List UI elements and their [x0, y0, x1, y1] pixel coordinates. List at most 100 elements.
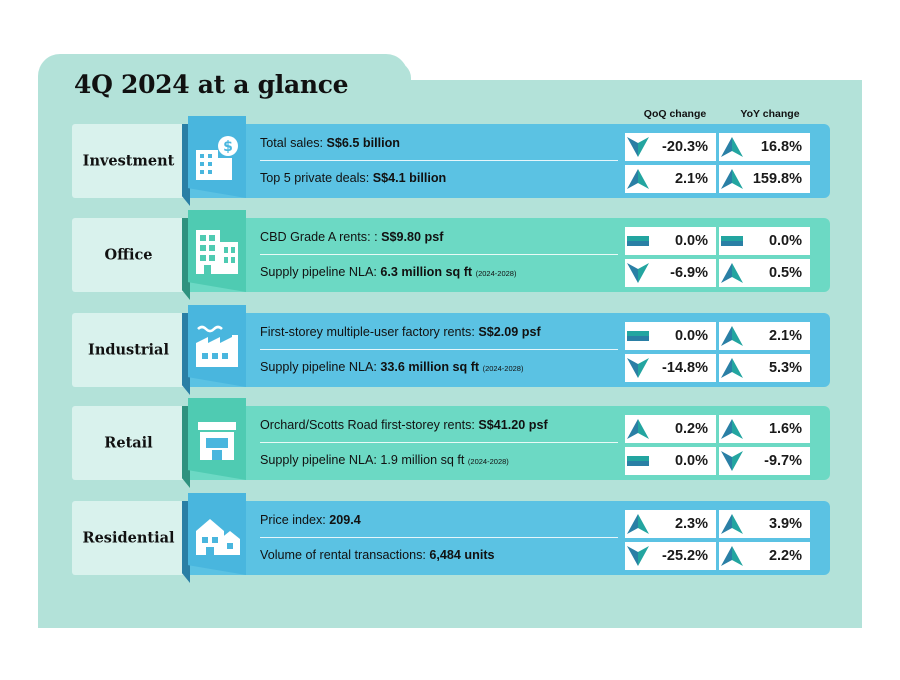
yoy-change-cell: 0.0%	[719, 227, 810, 255]
section-label: Investment	[82, 152, 175, 170]
yoy-change-cell: 5.3%	[719, 354, 810, 382]
metric-value: S$4.1 billion	[372, 171, 447, 185]
up-arrow-icon	[719, 137, 745, 157]
metric-value: 209.4	[329, 513, 361, 527]
metric-label: Price index:	[260, 513, 330, 527]
qoq-change-value: 2.1%	[674, 171, 708, 187]
flat-arrow-icon	[625, 231, 651, 251]
metric-text: Supply pipeline NLA: 6.3 million sq ft (…	[260, 265, 516, 279]
yoy-change-value: 0.0%	[768, 233, 802, 249]
svg-text:$: $	[223, 139, 233, 155]
flat-arrow-icon	[625, 451, 651, 471]
qoq-change-value: -20.3%	[662, 139, 708, 155]
qoq-change-cell: 0.0%	[625, 447, 716, 475]
qoq-change-value: 0.0%	[674, 328, 708, 344]
metric-text: First-storey multiple-user factory rents…	[260, 325, 541, 339]
metric-label: First-storey multiple-user factory rents…	[260, 325, 479, 339]
yoy-change-value: 5.3%	[768, 360, 802, 376]
qoq-change-value: -25.2%	[662, 548, 708, 564]
section-label-box: Industrial	[72, 313, 185, 387]
up-arrow-icon	[719, 358, 745, 378]
metric-label: Supply pipeline NLA: 1.9 million sq ft	[260, 453, 468, 467]
qoq-change-cell: -14.8%	[625, 354, 716, 382]
metric-text: Total sales: S$6.5 billion	[260, 136, 400, 150]
page-title: 4Q 2024 at a glance	[74, 70, 349, 99]
qoq-change-cell: -20.3%	[625, 133, 716, 161]
qoq-change-cell: 0.0%	[625, 322, 716, 350]
qoq-change-cell: 2.3%	[625, 510, 716, 538]
metric-divider	[260, 442, 618, 443]
section-label: Retail	[104, 434, 153, 452]
up-arrow-icon	[625, 419, 651, 439]
up-arrow-icon	[625, 169, 651, 189]
down-arrow-icon	[625, 263, 651, 283]
section-residential: Residential Price index: 209.4 2.3% 3.9% Vol…	[72, 493, 830, 583]
qoq-change-cell: 2.1%	[625, 165, 716, 193]
metric-divider	[260, 160, 618, 161]
metric-period: (2024-2028)	[467, 457, 509, 466]
qoq-change-value: 2.3%	[674, 516, 708, 532]
section-label-box: Investment	[72, 124, 185, 198]
yoy-change-value: 1.6%	[768, 421, 802, 437]
yoy-change-cell: 2.1%	[719, 322, 810, 350]
yoy-change-value: 3.9%	[768, 516, 802, 532]
metric-text: Price index: 209.4	[260, 513, 361, 527]
up-arrow-icon	[719, 419, 745, 439]
yoy-change-cell: 159.8%	[719, 165, 810, 193]
yoy-change-value: 0.5%	[768, 265, 802, 281]
yoy-change-cell: -9.7%	[719, 447, 810, 475]
section-icon-flag	[182, 305, 246, 395]
metric-text: Supply pipeline NLA: 33.6 million sq ft …	[260, 360, 523, 374]
down-arrow-icon	[719, 451, 745, 471]
yoy-change-value: 159.8%	[752, 171, 802, 187]
yoy-change-value: 16.8%	[760, 139, 802, 155]
metric-label: Orchard/Scotts Road first-storey rents:	[260, 418, 479, 432]
metric-period: (2024-2028)	[475, 269, 517, 278]
metric-text: Orchard/Scotts Road first-storey rents: …	[260, 418, 548, 432]
yoy-change-cell: 0.5%	[719, 259, 810, 287]
up-arrow-icon	[719, 546, 745, 566]
qoq-change-value: -14.8%	[662, 360, 708, 376]
section-icon-flag	[182, 210, 246, 300]
section-icon-flag	[182, 493, 246, 583]
qoq-change-cell: 0.0%	[625, 227, 716, 255]
qoq-change-value: 0.0%	[674, 233, 708, 249]
qoq-column-header: QoQ change	[643, 108, 707, 120]
section-label-box: Residential	[72, 501, 185, 575]
metric-value: 6,484 units	[429, 548, 495, 562]
section-icon-flag	[182, 398, 246, 488]
section-label-box: Retail	[72, 406, 185, 480]
yoy-change-cell: 2.2%	[719, 542, 810, 570]
yoy-change-cell: 1.6%	[719, 415, 810, 443]
section-retail: Retail Orchard/Scotts Road first-storey r…	[72, 398, 830, 488]
qoq-change-cell: -25.2%	[625, 542, 716, 570]
flat-arrow-icon	[719, 231, 745, 251]
qoq-change-value: -6.9%	[670, 265, 708, 281]
section-label-box: Office	[72, 218, 185, 292]
metric-value: S$9.80 psf	[381, 230, 444, 244]
qoq-change-cell: 0.2%	[625, 415, 716, 443]
flat-arrow-icon	[625, 326, 651, 346]
metric-value: 33.6 million sq ft	[380, 360, 480, 374]
qoq-change-value: 0.0%	[674, 453, 708, 469]
qoq-change-cell: -6.9%	[625, 259, 716, 287]
section-investment: Investment $ Total sales: S$6.5 billion -20…	[72, 116, 830, 206]
yoy-change-value: 2.1%	[768, 328, 802, 344]
metric-label: Volume of rental transactions:	[260, 548, 430, 562]
up-arrow-icon	[719, 514, 745, 534]
metric-text: Top 5 private deals: S$4.1 billion	[260, 171, 446, 185]
down-arrow-icon	[625, 137, 651, 157]
metric-text: CBD Grade A rents: : S$9.80 psf	[260, 230, 443, 244]
metric-divider	[260, 254, 618, 255]
up-arrow-icon	[719, 169, 745, 189]
up-arrow-icon	[719, 263, 745, 283]
metric-label: CBD Grade A rents: :	[260, 230, 382, 244]
section-industrial: Industrial First-storey multiple-user fac…	[72, 305, 830, 395]
down-arrow-icon	[625, 546, 651, 566]
yoy-change-cell: 3.9%	[719, 510, 810, 538]
down-arrow-icon	[625, 358, 651, 378]
metric-label: Supply pipeline NLA:	[260, 360, 381, 374]
metric-value: S$41.20 psf	[478, 418, 548, 432]
qoq-change-value: 0.2%	[674, 421, 708, 437]
metric-label: Top 5 private deals:	[260, 171, 373, 185]
